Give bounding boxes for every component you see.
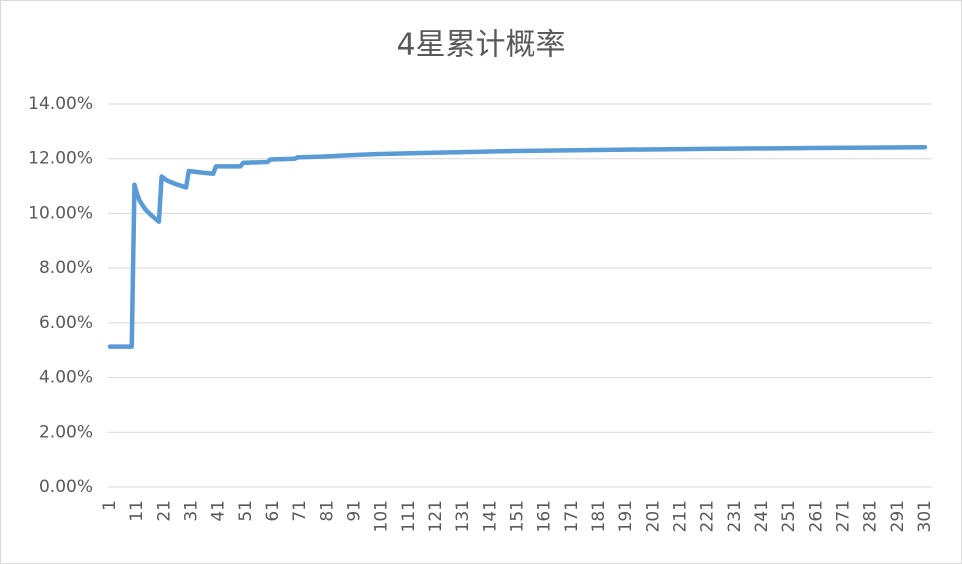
x-tick-label: 211 [671, 500, 691, 532]
x-tick-label: 1 [100, 500, 120, 511]
x-tick-label: 231 [725, 500, 745, 532]
x-tick-label: 291 [888, 500, 908, 532]
y-tick-label: 4.00% [39, 368, 93, 388]
y-tick-label: 0.00% [39, 477, 93, 497]
x-tick-label: 81 [317, 500, 337, 522]
y-tick-label: 2.00% [39, 422, 93, 442]
chart-title: 4星累计概率 [396, 28, 565, 63]
x-tick-label: 251 [779, 500, 799, 532]
y-tick-label: 12.00% [28, 149, 93, 169]
x-tick-label: 271 [834, 500, 854, 532]
x-tick-label: 71 [290, 500, 310, 522]
x-tick-label: 131 [453, 500, 473, 532]
x-tick-label: 261 [806, 500, 826, 532]
x-tick-label: 31 [182, 500, 202, 522]
x-tick-label: 281 [861, 500, 881, 532]
x-tick-label: 111 [399, 500, 419, 532]
x-tick-label: 241 [752, 500, 772, 532]
y-tick-label: 8.00% [39, 258, 93, 278]
x-tick-label: 91 [345, 500, 365, 522]
y-tick-label: 6.00% [39, 313, 93, 333]
x-tick-label: 151 [508, 500, 528, 532]
x-tick-label: 201 [643, 500, 663, 532]
y-tick-label: 14.00% [28, 94, 93, 114]
x-tick-label: 301 [915, 500, 935, 532]
x-tick-label: 141 [480, 500, 500, 532]
x-tick-label: 101 [372, 500, 392, 532]
x-tick-label: 221 [698, 500, 718, 532]
x-tick-label: 61 [263, 500, 283, 522]
x-tick-label: 41 [209, 500, 229, 522]
x-tick-label: 191 [616, 500, 636, 532]
x-tick-label: 11 [127, 500, 147, 522]
x-tick-label: 121 [426, 500, 446, 532]
x-tick-label: 171 [562, 500, 582, 532]
x-tick-label: 51 [236, 500, 256, 522]
x-tick-label: 181 [589, 500, 609, 532]
x-tick-label: 161 [535, 500, 555, 532]
y-tick-label: 10.00% [28, 203, 93, 223]
x-tick-label: 21 [154, 500, 174, 522]
data-line [107, 144, 928, 349]
